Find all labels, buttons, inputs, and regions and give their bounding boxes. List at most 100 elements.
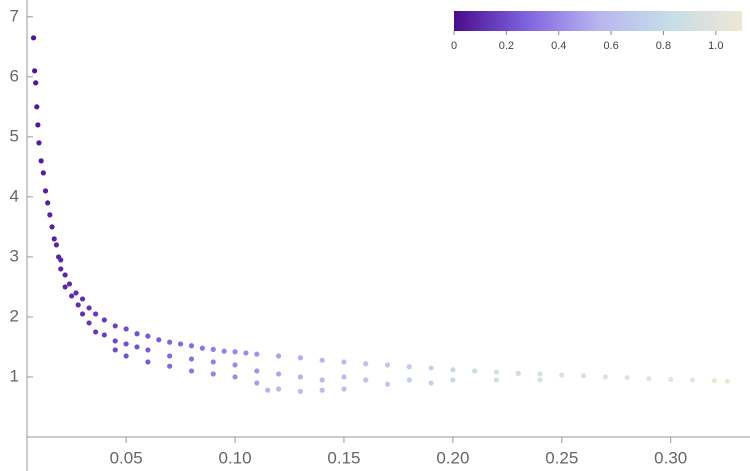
- point: [450, 377, 456, 383]
- point: [123, 326, 129, 332]
- point: [53, 242, 60, 248]
- point: [86, 320, 92, 326]
- point: [145, 333, 151, 339]
- point: [34, 104, 40, 110]
- point: [101, 332, 107, 338]
- point: [75, 302, 81, 308]
- x-tick-label: 0.10: [218, 448, 251, 467]
- colorbar-tick-label: 1.0: [708, 40, 723, 52]
- point: [428, 365, 434, 371]
- point: [515, 370, 521, 376]
- point: [42, 188, 49, 194]
- point: [537, 371, 543, 377]
- point: [276, 353, 282, 359]
- y-tick-label: 5: [10, 126, 19, 145]
- point: [689, 377, 696, 383]
- point: [559, 372, 565, 378]
- point: [93, 311, 99, 317]
- y-tick-label: 7: [10, 6, 19, 25]
- point: [711, 377, 717, 384]
- point: [86, 305, 92, 311]
- point: [232, 362, 238, 368]
- point: [112, 323, 118, 329]
- x-tick-label: 0.25: [545, 448, 578, 467]
- colorbar-tick-label: 0: [451, 40, 457, 52]
- x-tick-label: 0.05: [110, 448, 143, 467]
- point: [134, 331, 140, 337]
- point: [101, 317, 107, 323]
- point: [188, 368, 195, 374]
- point: [134, 344, 140, 350]
- point: [668, 376, 674, 382]
- point: [493, 369, 500, 375]
- point: [38, 158, 44, 164]
- point: [537, 377, 543, 383]
- point: [73, 290, 79, 296]
- point: [177, 341, 184, 347]
- point: [167, 353, 173, 359]
- point: [30, 35, 37, 41]
- y-tick-label: 2: [10, 306, 19, 325]
- point: [624, 374, 630, 381]
- point: [406, 377, 412, 383]
- point: [297, 374, 303, 380]
- point: [112, 347, 118, 353]
- point: [79, 311, 86, 317]
- point: [123, 341, 129, 347]
- point: [297, 355, 303, 361]
- point: [33, 80, 39, 86]
- y-tick-label: 1: [10, 366, 19, 385]
- colorbar: [454, 11, 742, 31]
- y-tick-label: 3: [10, 246, 19, 265]
- point: [79, 296, 86, 302]
- point: [243, 350, 249, 356]
- point: [62, 272, 68, 278]
- point: [123, 353, 129, 359]
- point: [602, 374, 608, 380]
- point: [319, 377, 325, 383]
- point: [112, 338, 118, 344]
- point: [210, 346, 216, 352]
- point: [45, 200, 51, 206]
- point: [472, 368, 478, 374]
- point: [49, 224, 55, 230]
- point: [363, 361, 369, 367]
- point: [493, 377, 500, 383]
- point: [319, 357, 325, 363]
- point: [646, 376, 652, 382]
- point: [40, 170, 46, 176]
- point: [276, 371, 282, 377]
- point: [341, 386, 347, 392]
- point: [199, 345, 205, 351]
- point: [32, 68, 38, 74]
- colorbar-tick-label: 0.4: [551, 40, 566, 52]
- point: [341, 359, 347, 365]
- point: [36, 140, 42, 146]
- colorbar-tick-label: 0.6: [603, 40, 618, 52]
- point: [254, 351, 260, 357]
- point: [319, 387, 325, 393]
- x-tick-label: 0.20: [436, 448, 469, 467]
- point: [51, 236, 57, 242]
- point: [69, 293, 75, 299]
- colorbar-tick-label: 0.8: [656, 40, 671, 52]
- point: [58, 266, 64, 272]
- point: [254, 368, 260, 374]
- point: [188, 343, 195, 349]
- point: [384, 381, 391, 387]
- point: [450, 367, 456, 373]
- point: [145, 359, 151, 365]
- point: [265, 387, 271, 393]
- point: [406, 364, 412, 370]
- point: [35, 122, 41, 128]
- point: [210, 359, 216, 365]
- point: [145, 347, 151, 353]
- point: [210, 371, 216, 377]
- point: [62, 284, 68, 290]
- point: [221, 348, 227, 354]
- point: [580, 373, 587, 379]
- point: [724, 378, 730, 384]
- x-tick-label: 0.15: [327, 448, 360, 467]
- point: [167, 363, 173, 369]
